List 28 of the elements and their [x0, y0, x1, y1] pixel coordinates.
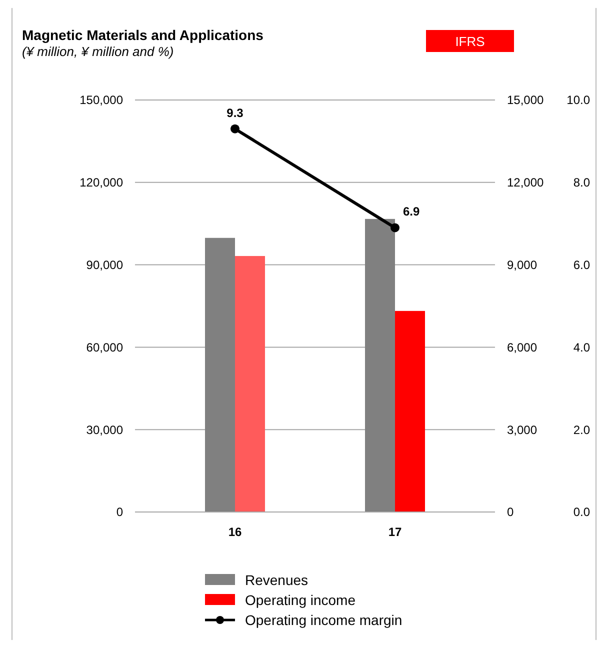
y3-tick-label: 0.0: [573, 505, 590, 520]
y3-tick-label: 10.0: [566, 93, 590, 108]
y-tick-label: 60,000: [86, 340, 124, 354]
data-label: 6.9: [403, 204, 420, 219]
y2-tick-label: 9,000: [507, 258, 538, 272]
y-tick-label: 0: [116, 505, 124, 520]
text: IFRS: [455, 34, 486, 49]
legend-label: Operating income margin: [245, 612, 402, 628]
chart-title: Magnetic Materials and Applications: [22, 27, 264, 43]
y3-tick-label: 8.0: [573, 176, 590, 190]
y-tick-label: 150,000: [80, 93, 124, 108]
y-tick-label: 120,000: [80, 176, 124, 190]
x-tick-label: 16: [228, 525, 242, 539]
y2-tick-label: 6,000: [507, 340, 538, 354]
x-tick-label: 17: [388, 525, 402, 539]
y2-tick-label: 15,000: [507, 93, 544, 108]
y3-tick-label: 6.0: [573, 258, 590, 272]
y3-tick-label: 4.0: [573, 340, 590, 354]
y3-tick-label: 2.0: [573, 422, 590, 437]
legend-label: Operating income: [245, 592, 356, 608]
legend-label: Revenues: [245, 572, 308, 588]
y-tick-label: 30,000: [86, 422, 124, 437]
y-tick-label: 90,000: [86, 258, 124, 272]
data-label: 9.3: [226, 106, 244, 120]
y2-tick-label: 0: [507, 505, 514, 520]
y2-tick-label: 12,000: [507, 176, 544, 190]
chart-subtitle: (¥ million, ¥ million and %): [22, 44, 174, 59]
y2-tick-label: 3,000: [507, 422, 538, 437]
